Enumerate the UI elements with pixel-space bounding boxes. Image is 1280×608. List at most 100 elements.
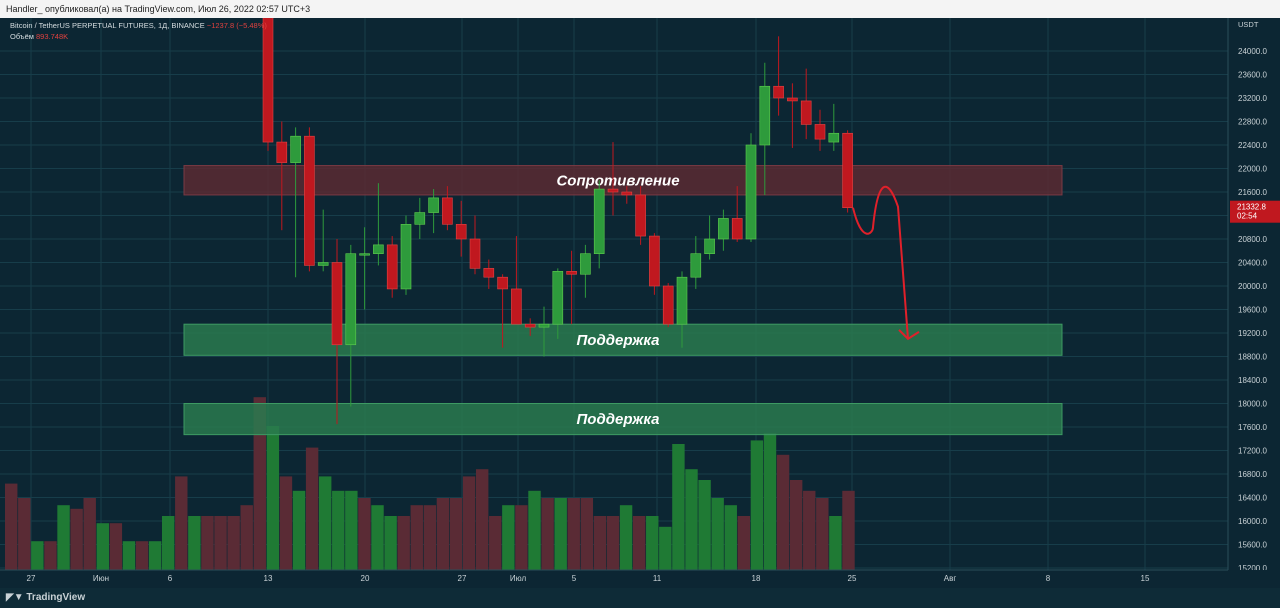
candle-body: [386, 244, 398, 290]
publish-line: Handler_ опубликовал(а) на TradingView.c…: [6, 4, 311, 14]
volume-bar: [789, 480, 803, 570]
price-tick-label: 20000.0: [1238, 282, 1267, 291]
candle-body: [718, 218, 729, 240]
price-tick-label: 20800.0: [1238, 235, 1267, 244]
time-axis[interactable]: 27 Июн 6 13 20 27 Июл 5 11 18 25 Авг 8 15: [0, 569, 1280, 588]
volume-bar: [371, 505, 384, 570]
date-tick-label: 13: [264, 574, 273, 583]
candle-body: [593, 188, 605, 254]
candle-body: [787, 97, 798, 102]
candle-body: [607, 188, 619, 193]
volume-bar: [475, 469, 489, 570]
candle-body: [414, 212, 426, 225]
volume-bar: [462, 476, 476, 570]
volume-bar: [685, 469, 698, 570]
volume-bar: [18, 498, 31, 570]
price-tick-label: 16400.0: [1238, 494, 1267, 503]
price-zones: Сопротивление Поддержка Поддержка: [183, 165, 1063, 436]
tradingview-logo[interactable]: ◤▼ TradingView: [6, 588, 85, 608]
price-tick-label: 20400.0: [1238, 259, 1267, 268]
volume-bar: [646, 516, 659, 570]
volume-bar: [332, 490, 345, 570]
brand-name: TradingView: [26, 592, 86, 603]
candle-body: [676, 276, 688, 325]
forecast-arrowhead: [898, 329, 920, 341]
candle-body: [428, 197, 439, 213]
date-tick-label: 25: [848, 574, 857, 583]
volume-bar: [122, 541, 136, 570]
support-zone-label: Поддержка: [577, 332, 660, 349]
volume-bar: [148, 541, 162, 570]
top-bar: Handler_ опубликовал(а) на TradingView.c…: [0, 0, 1280, 18]
price-axis[interactable]: USDT 24000.0 23600.0 23200.0 22800.0 22400.0 2…: [1227, 18, 1280, 573]
candle-body: [317, 262, 329, 266]
date-tick-label: 20: [361, 574, 370, 583]
date-tick-label: 11: [653, 574, 662, 583]
volume-bar: [528, 490, 541, 570]
date-tick-label: Июн: [93, 574, 109, 583]
candle-body: [621, 191, 633, 196]
volume-bar: [188, 516, 201, 570]
price-tick-label: 16000.0: [1238, 517, 1267, 526]
candle-body: [538, 323, 550, 328]
volume-bar: [240, 505, 253, 570]
price-tick-label: 19600.0: [1238, 306, 1267, 315]
volume-bar: [816, 498, 829, 570]
candle-body: [524, 323, 536, 328]
candle-body: [814, 124, 826, 140]
volume-bar: [384, 516, 397, 570]
date-tick-label: 5: [572, 574, 577, 583]
volume-bar: [135, 541, 149, 570]
last-price-tag: [1230, 200, 1280, 223]
volume-bar: [724, 505, 737, 570]
volume-bar: [698, 480, 711, 570]
volume-bar: [358, 498, 371, 570]
chart-background: [0, 18, 1280, 588]
volume-bar: [318, 476, 332, 570]
volume-bar: [214, 516, 227, 570]
volume-bar: [305, 447, 319, 570]
candle-body: [373, 244, 384, 254]
candle-body: [580, 253, 591, 275]
volume-bar: [580, 498, 594, 570]
candle-body: [345, 253, 357, 346]
volume-bar: [253, 397, 266, 570]
price-tick-label: 22000.0: [1238, 165, 1267, 174]
candle-body: [497, 276, 508, 290]
price-tick-label: 18400.0: [1238, 376, 1267, 385]
support-zone: [183, 323, 1063, 356]
price-tick-label: 23600.0: [1238, 71, 1267, 80]
date-tick-label: 18: [752, 574, 761, 583]
price-tick-label: 15600.0: [1238, 541, 1267, 550]
candlestick-chart[interactable]: Сопротивление Поддержка Поддержка USDT 2400…: [0, 18, 1280, 588]
candle-body: [290, 135, 301, 163]
currency-label: USDT: [1238, 20, 1259, 29]
volume-bar: [5, 483, 18, 570]
volume-bar: [83, 498, 96, 570]
volume-bar: [763, 433, 777, 570]
forecast-annotation: [852, 185, 920, 341]
volume-bar: [345, 490, 358, 570]
support-zone: [183, 403, 1063, 436]
chart-legend: Bitcoin / TetherUS PERPETUAL FUTURES, 1Д…: [10, 20, 267, 42]
price-tick-label: 22800.0: [1238, 118, 1267, 127]
volume-label: Объём: [10, 32, 34, 41]
volume-bar: [711, 498, 724, 570]
forecast-curve: [852, 185, 909, 339]
date-tick-label: 27: [27, 574, 36, 583]
volume-bar: [292, 490, 306, 570]
candle-body: [731, 218, 743, 240]
volume-bar: [423, 505, 437, 570]
candle-body: [276, 141, 288, 163]
volume-bar: [175, 476, 188, 570]
price-tick-label: 22400.0: [1238, 141, 1267, 150]
candle-body: [800, 100, 812, 125]
candle-body: [304, 135, 315, 266]
candle-body: [331, 262, 343, 346]
volume-bar: [31, 541, 44, 570]
volume-bar: [554, 498, 567, 570]
volume-bar: [161, 516, 175, 570]
candle-body: [455, 224, 467, 240]
countdown-label: 02:54: [1237, 212, 1258, 221]
volume-bar: [659, 526, 672, 570]
